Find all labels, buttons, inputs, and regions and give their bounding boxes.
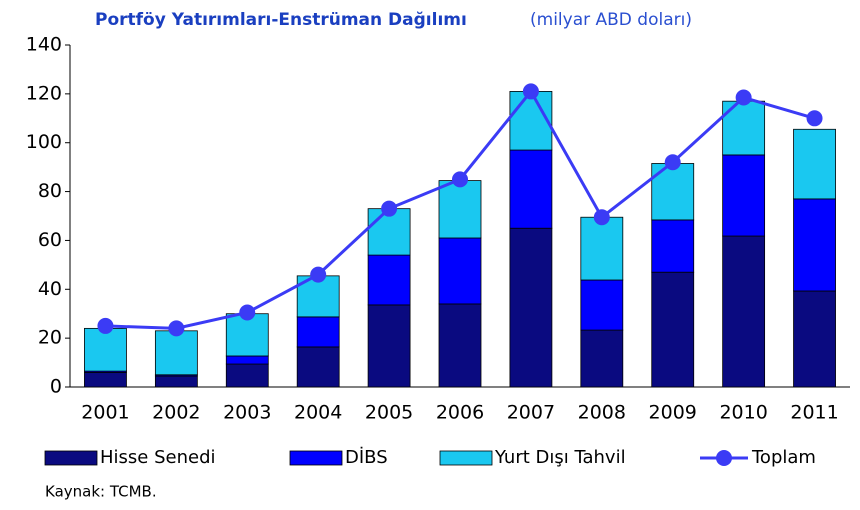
x-tick-label: 2003 [223, 402, 271, 424]
bar-segment [225, 313, 269, 357]
y-tick-label: 120 [26, 82, 62, 104]
bar-segment [84, 327, 127, 372]
x-tick-label: 2010 [719, 402, 767, 424]
y-tick-label: 0 [50, 376, 62, 398]
source: Kaynak: TCMB. [45, 483, 157, 501]
bar-segment [722, 235, 766, 388]
y-tick-label: 140 [26, 34, 62, 56]
bar-segment [154, 375, 198, 388]
line-marker [381, 200, 398, 217]
bar-segment [651, 219, 695, 273]
x-tick-label: 2001 [81, 402, 129, 424]
y-tick-label: 100 [26, 131, 62, 153]
x-tick-label: 2006 [436, 402, 484, 424]
bar-segment [225, 363, 269, 388]
bar-segment [438, 303, 482, 388]
legend-marker [716, 450, 732, 466]
x-tick-label: 2007 [507, 402, 555, 424]
bar-segment [296, 346, 340, 388]
line-marker [735, 89, 752, 106]
bar-segment [651, 271, 695, 388]
x-tick-label: 2009 [649, 402, 697, 424]
bar-segment [722, 154, 766, 237]
legend-label: Yurt Dışı Tahvil [494, 447, 626, 468]
bar-segment [438, 180, 482, 239]
chart-subtitle: (milyar ABD doları) [530, 10, 692, 30]
legend-swatch [289, 450, 343, 466]
line-marker [168, 320, 185, 337]
line-marker [310, 266, 327, 283]
line-marker [522, 83, 539, 100]
bar-segment [509, 91, 553, 151]
line-marker [664, 154, 681, 171]
bar-segment [367, 304, 411, 388]
bar-segment [367, 254, 411, 306]
bar-segment [580, 279, 624, 331]
bar-segment [793, 198, 836, 292]
chart-title: Portföy Yatırımları-Enstrüman Dağılımı [95, 10, 467, 30]
bar-segment [793, 290, 836, 388]
legend-swatch [439, 450, 493, 466]
legend-label: DİBS [345, 447, 388, 468]
x-tick-label: 2011 [790, 402, 838, 424]
bar-segment [296, 316, 340, 348]
x-tick-label: 2002 [152, 402, 200, 424]
y-tick-label: 40 [38, 278, 62, 300]
bar-segment [580, 216, 624, 281]
bar-segment [580, 329, 624, 388]
legend-label: Hisse Senedi [100, 447, 216, 468]
bar-segment [793, 128, 836, 200]
bar-segment [154, 330, 198, 376]
bar-segment [225, 355, 269, 365]
bar-segment [509, 227, 553, 388]
y-tick-label: 80 [38, 180, 62, 202]
line-marker [806, 110, 823, 127]
y-tick-label: 20 [38, 327, 62, 349]
legend-label: Toplam [751, 447, 816, 468]
bar-segment [509, 149, 553, 229]
bar-segment [84, 371, 127, 388]
line-marker [593, 209, 610, 226]
x-tick-label: 2004 [294, 402, 342, 424]
x-tick-label: 2005 [365, 402, 413, 424]
line-marker [239, 304, 256, 321]
line-marker [452, 171, 468, 188]
x-tick-label: 2008 [578, 402, 626, 424]
line-marker [97, 317, 114, 334]
y-tick-label: 60 [38, 229, 62, 251]
bar-segment [438, 237, 482, 305]
legend-swatch [44, 450, 98, 466]
